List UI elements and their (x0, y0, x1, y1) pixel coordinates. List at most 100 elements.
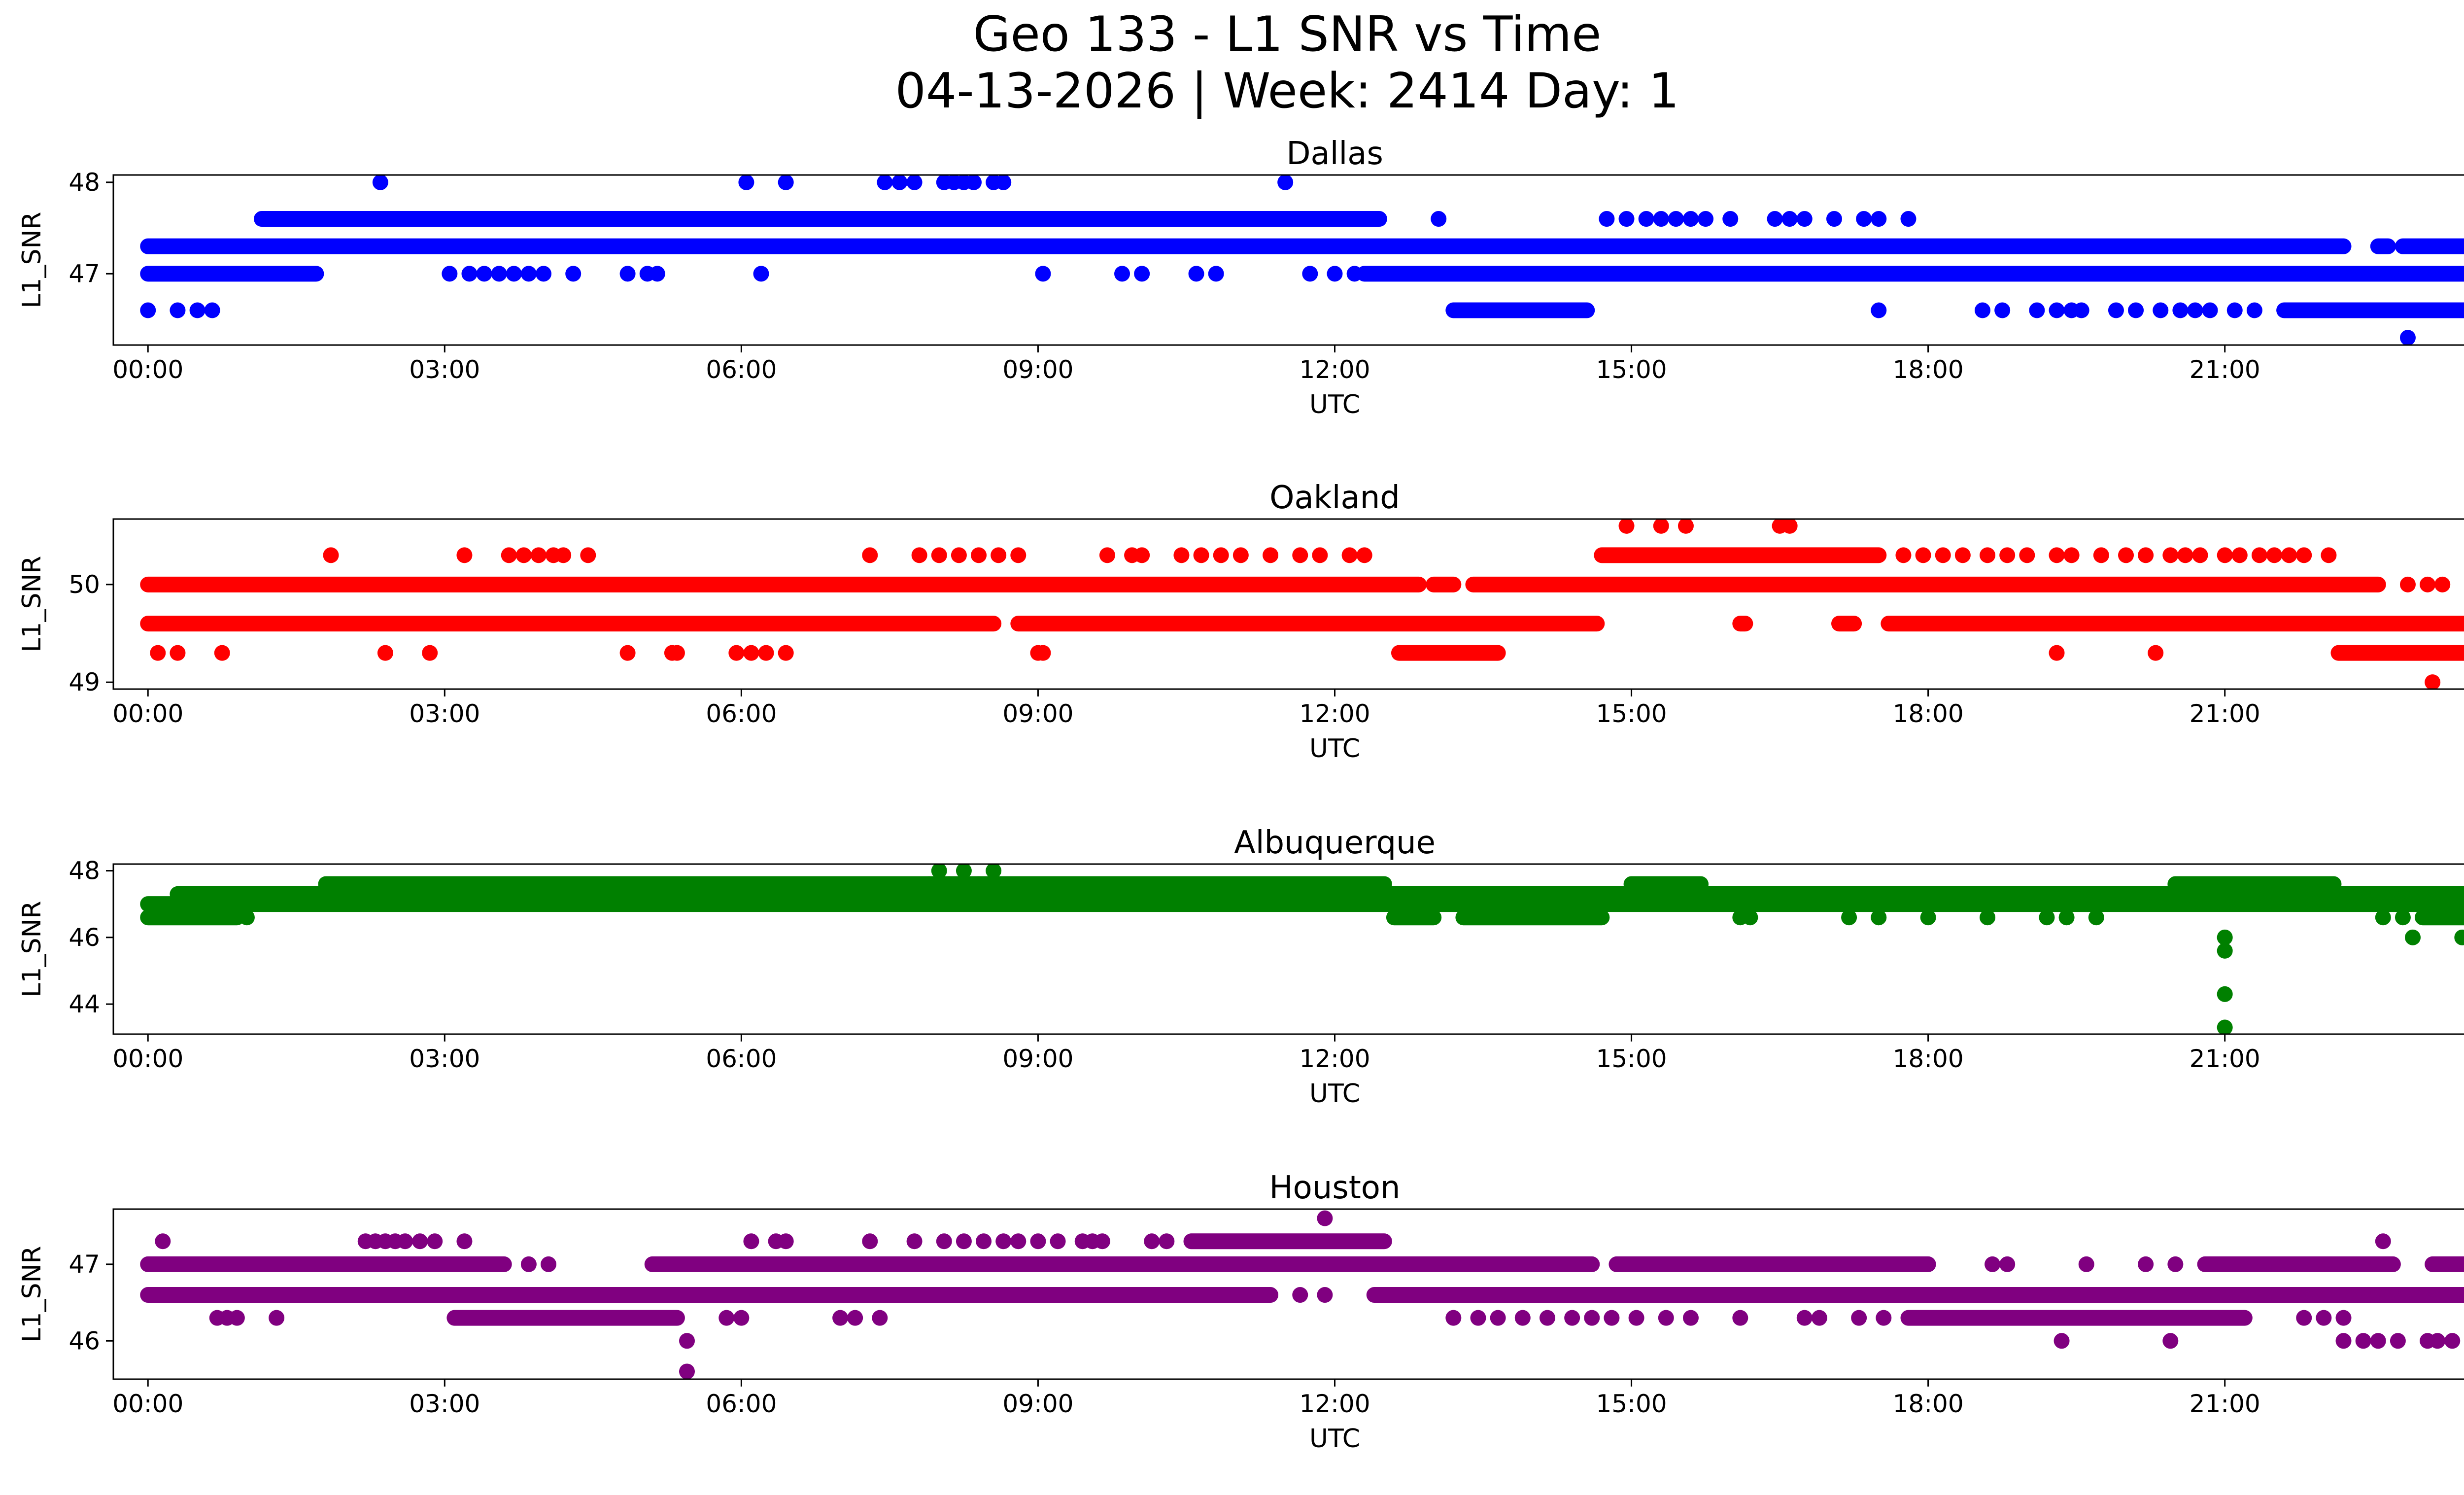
data-point (1954, 547, 1971, 563)
data-point (1871, 211, 1887, 227)
data-point (743, 645, 759, 661)
data-point (1094, 1233, 1110, 1250)
data-point (1841, 909, 1857, 926)
data-point (906, 1233, 923, 1250)
data-point (1618, 519, 1635, 534)
data-point (906, 175, 923, 190)
data-point (2430, 1333, 2446, 1349)
panel-title: Oakland (1269, 480, 1400, 516)
data-point (2296, 547, 2312, 563)
data-point (2192, 547, 2208, 563)
data-point (2202, 302, 2218, 318)
data-point (1682, 211, 1699, 227)
data-point (778, 1233, 794, 1250)
data-point (1263, 547, 1279, 563)
data-point (1327, 266, 1343, 282)
x-tick-label: 12:00 (1299, 699, 1370, 728)
data-point (2335, 1333, 2352, 1349)
data-point (1564, 1310, 1580, 1326)
data-point (1213, 547, 1229, 563)
data-point (2217, 547, 2233, 563)
data-point (1999, 547, 2016, 563)
data-point (2073, 302, 2089, 318)
data-point (1698, 211, 1714, 227)
data-point (1346, 266, 1363, 282)
data-point (1920, 909, 1936, 926)
data-point (1099, 547, 1115, 563)
data-point (847, 1310, 863, 1326)
x-tick-label: 00:00 (112, 699, 183, 728)
x-tick-label: 09:00 (1002, 1390, 1073, 1418)
data-point (728, 645, 745, 661)
data-point (1796, 211, 1813, 227)
data-point (1618, 211, 1635, 227)
x-tick-label: 09:00 (1002, 355, 1073, 384)
data-point (1980, 547, 1996, 563)
data-point (520, 266, 537, 282)
data-point (2399, 330, 2416, 345)
data-point (1871, 302, 1887, 318)
x-tick-label: 06:00 (706, 355, 777, 384)
data-point (456, 547, 473, 563)
data-point (427, 1233, 443, 1250)
data-point (619, 645, 636, 661)
data-point (2370, 1333, 2386, 1349)
data-point (1356, 547, 1372, 563)
data-point (1722, 211, 1739, 227)
data-point (2405, 929, 2421, 945)
x-axis-label: UTC (1309, 734, 1360, 764)
data-point (476, 266, 492, 282)
y-tick-label: 48 (68, 168, 100, 197)
data-point (1638, 211, 1654, 227)
x-tick-label: 09:00 (1002, 1044, 1073, 1073)
data-point (239, 909, 255, 926)
x-axis-label: UTC (1309, 390, 1360, 419)
data-point (2425, 674, 2441, 689)
data-point (941, 876, 957, 892)
data-point (1856, 211, 1872, 227)
data-point (1895, 547, 1912, 563)
x-tick-label: 21:00 (2190, 699, 2260, 728)
x-tick-label: 00:00 (112, 1390, 183, 1418)
data-point (1826, 211, 1842, 227)
data-point (214, 645, 230, 661)
data-point (986, 864, 1002, 879)
y-axis-label: L1_SNR (17, 556, 47, 652)
x-tick-label: 12:00 (1299, 1044, 1370, 1073)
data-point (679, 1363, 695, 1379)
data-point (2355, 1333, 2371, 1349)
data-point (1035, 266, 1051, 282)
x-tick-label: 03:00 (409, 1044, 480, 1073)
y-tick-label: 50 (68, 570, 100, 599)
data-point (2217, 942, 2233, 959)
data-point (412, 1233, 428, 1250)
data-point (2153, 302, 2169, 318)
data-point (1653, 211, 1669, 227)
data-point (1876, 1310, 1892, 1326)
x-tick-label: 03:00 (409, 355, 480, 384)
data-point (2108, 302, 2124, 318)
data-point (2266, 547, 2283, 563)
data-point (1658, 1310, 1674, 1326)
data-point (555, 547, 572, 563)
data-point (1604, 1310, 1620, 1326)
data-point (753, 266, 769, 282)
data-point (1292, 547, 1308, 563)
data-point (2049, 302, 2065, 318)
data-point (995, 175, 1012, 190)
data-point (778, 175, 794, 190)
data-point (422, 645, 438, 661)
data-point (2375, 909, 2391, 926)
data-point (541, 1256, 557, 1272)
data-point (1767, 211, 1783, 227)
data-point (1030, 1233, 1046, 1250)
data-point (229, 1310, 245, 1326)
data-point (2316, 1310, 2332, 1326)
data-point (1431, 211, 1447, 227)
data-point (1035, 645, 1051, 661)
data-marks (140, 519, 2464, 689)
data-point (461, 266, 478, 282)
data-point (971, 547, 987, 563)
data-point (862, 1233, 878, 1250)
data-point (2162, 1333, 2179, 1349)
